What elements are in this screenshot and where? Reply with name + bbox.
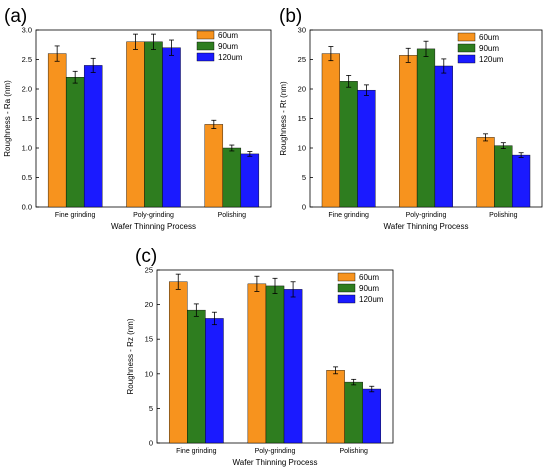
bar-120um	[205, 318, 224, 444]
x-tick-label: Polishing	[339, 448, 368, 455]
legend-label-60um: 60um	[218, 31, 238, 40]
x-tick-label: Fine grinding	[55, 212, 96, 219]
y-tick-label: 0.0	[22, 203, 32, 212]
bar-120um	[283, 289, 303, 444]
bar-120um	[357, 89, 376, 208]
y-tick-label: 2.0	[22, 85, 32, 94]
y-tick-label: 3.0	[22, 26, 32, 35]
y-tick-label: 0	[302, 203, 306, 212]
bar-90um	[222, 147, 242, 208]
legend-label-120um: 120um	[359, 295, 384, 304]
bar-60um	[326, 370, 345, 444]
y-axis-title: Roughness - Ra (nm)	[3, 80, 12, 157]
x-tick-label: Polishing	[218, 212, 247, 219]
legend-label-90um: 90um	[479, 44, 499, 53]
y-tick-label: 0	[149, 439, 153, 448]
bar-60um	[47, 53, 67, 208]
chart-panel-2: (c) 0 5 10 15 20 25 Fine grinding Poly-grinding P…	[126, 246, 394, 467]
bar-120um	[83, 65, 103, 208]
y-tick-label: 5	[302, 173, 306, 182]
panel-label: (b)	[279, 6, 302, 27]
legend-swatch-60um	[457, 32, 476, 42]
legend-swatch-120um	[196, 52, 215, 62]
legend-label-60um: 60um	[359, 273, 379, 282]
legend-label-90um: 90um	[359, 284, 379, 293]
y-tick-label: 1.0	[22, 144, 32, 153]
bar-120um	[512, 154, 531, 208]
y-tick-label: 25	[145, 266, 153, 275]
y-tick-label: 20	[298, 85, 306, 94]
bar-60um	[247, 283, 267, 444]
x-tick-label: Poly-grinding	[406, 212, 447, 219]
bar-90um	[416, 48, 436, 208]
bar-90um	[344, 381, 363, 444]
x-axis-title: Wafer Thinning Process	[111, 222, 196, 231]
x-tick-label: Fine grinding	[176, 448, 217, 455]
bar-60um	[126, 41, 145, 208]
legend: 60um 90um 120um	[337, 272, 384, 304]
bar-120um	[240, 153, 260, 208]
legend-swatch-90um	[196, 41, 215, 51]
bar-60um	[204, 124, 224, 208]
legend-swatch-60um	[337, 272, 356, 282]
y-tick-label: 0.5	[22, 173, 32, 182]
legend-swatch-120um	[457, 54, 476, 64]
legend-swatch-90um	[337, 283, 356, 293]
y-tick-label: 20	[145, 300, 153, 309]
y-tick-label: 1.5	[22, 114, 32, 123]
panel-label: (c)	[135, 246, 157, 267]
x-tick-label: Polishing	[489, 212, 518, 219]
x-tick-label: Poly-grinding	[133, 212, 174, 219]
y-axis-title: Roughness - Rt (nm)	[279, 81, 288, 156]
chart-panel-0: (a) 0.0 0.5 1.0 1.5 2.0 2.5 3.0 Fine grinding Pol…	[3, 6, 272, 231]
y-tick-label: 10	[298, 144, 306, 153]
y-tick-label: 15	[298, 114, 306, 123]
bar-60um	[399, 55, 418, 208]
legend-swatch-90um	[457, 43, 476, 53]
bar-90um	[187, 309, 206, 444]
y-tick-label: 25	[298, 55, 306, 64]
legend: 60um 90um 120um	[196, 30, 243, 62]
y-tick-label: 15	[145, 335, 153, 344]
y-axis-title: Roughness - Rz (nm)	[126, 318, 135, 394]
bar-60um	[321, 53, 340, 208]
bar-90um	[265, 285, 285, 444]
bar-90um	[339, 81, 358, 208]
y-tick-label: 2.5	[22, 55, 32, 64]
bar-120um	[434, 65, 453, 208]
legend-swatch-120um	[337, 294, 356, 304]
y-tick-label: 5	[149, 404, 153, 413]
bar-60um	[168, 281, 188, 444]
x-axis-title: Wafer Thinning Process	[384, 222, 469, 231]
bar-60um	[476, 137, 495, 208]
x-axis-title: Wafer Thinning Process	[233, 458, 318, 467]
legend-label-90um: 90um	[218, 42, 238, 51]
y-tick-label: 10	[145, 369, 153, 378]
legend-label-120um: 120um	[218, 53, 243, 62]
bar-120um	[362, 388, 382, 444]
y-tick-label: 30	[298, 26, 306, 35]
legend-swatch-60um	[196, 30, 215, 40]
legend-label-60um: 60um	[479, 33, 499, 42]
bar-90um	[494, 145, 513, 208]
bar-90um	[144, 41, 163, 208]
bar-90um	[65, 76, 85, 208]
legend-label-120um: 120um	[479, 55, 504, 64]
chart-panel-1: (b) 0 5 10 15 20 25 30 Fine grinding Poly-grindin…	[279, 6, 543, 231]
x-tick-label: Fine grinding	[328, 212, 369, 219]
bar-120um	[162, 47, 181, 208]
legend: 60um 90um 120um	[457, 32, 504, 64]
x-tick-label: Poly-grinding	[255, 448, 296, 455]
panel-label: (a)	[4, 6, 27, 27]
